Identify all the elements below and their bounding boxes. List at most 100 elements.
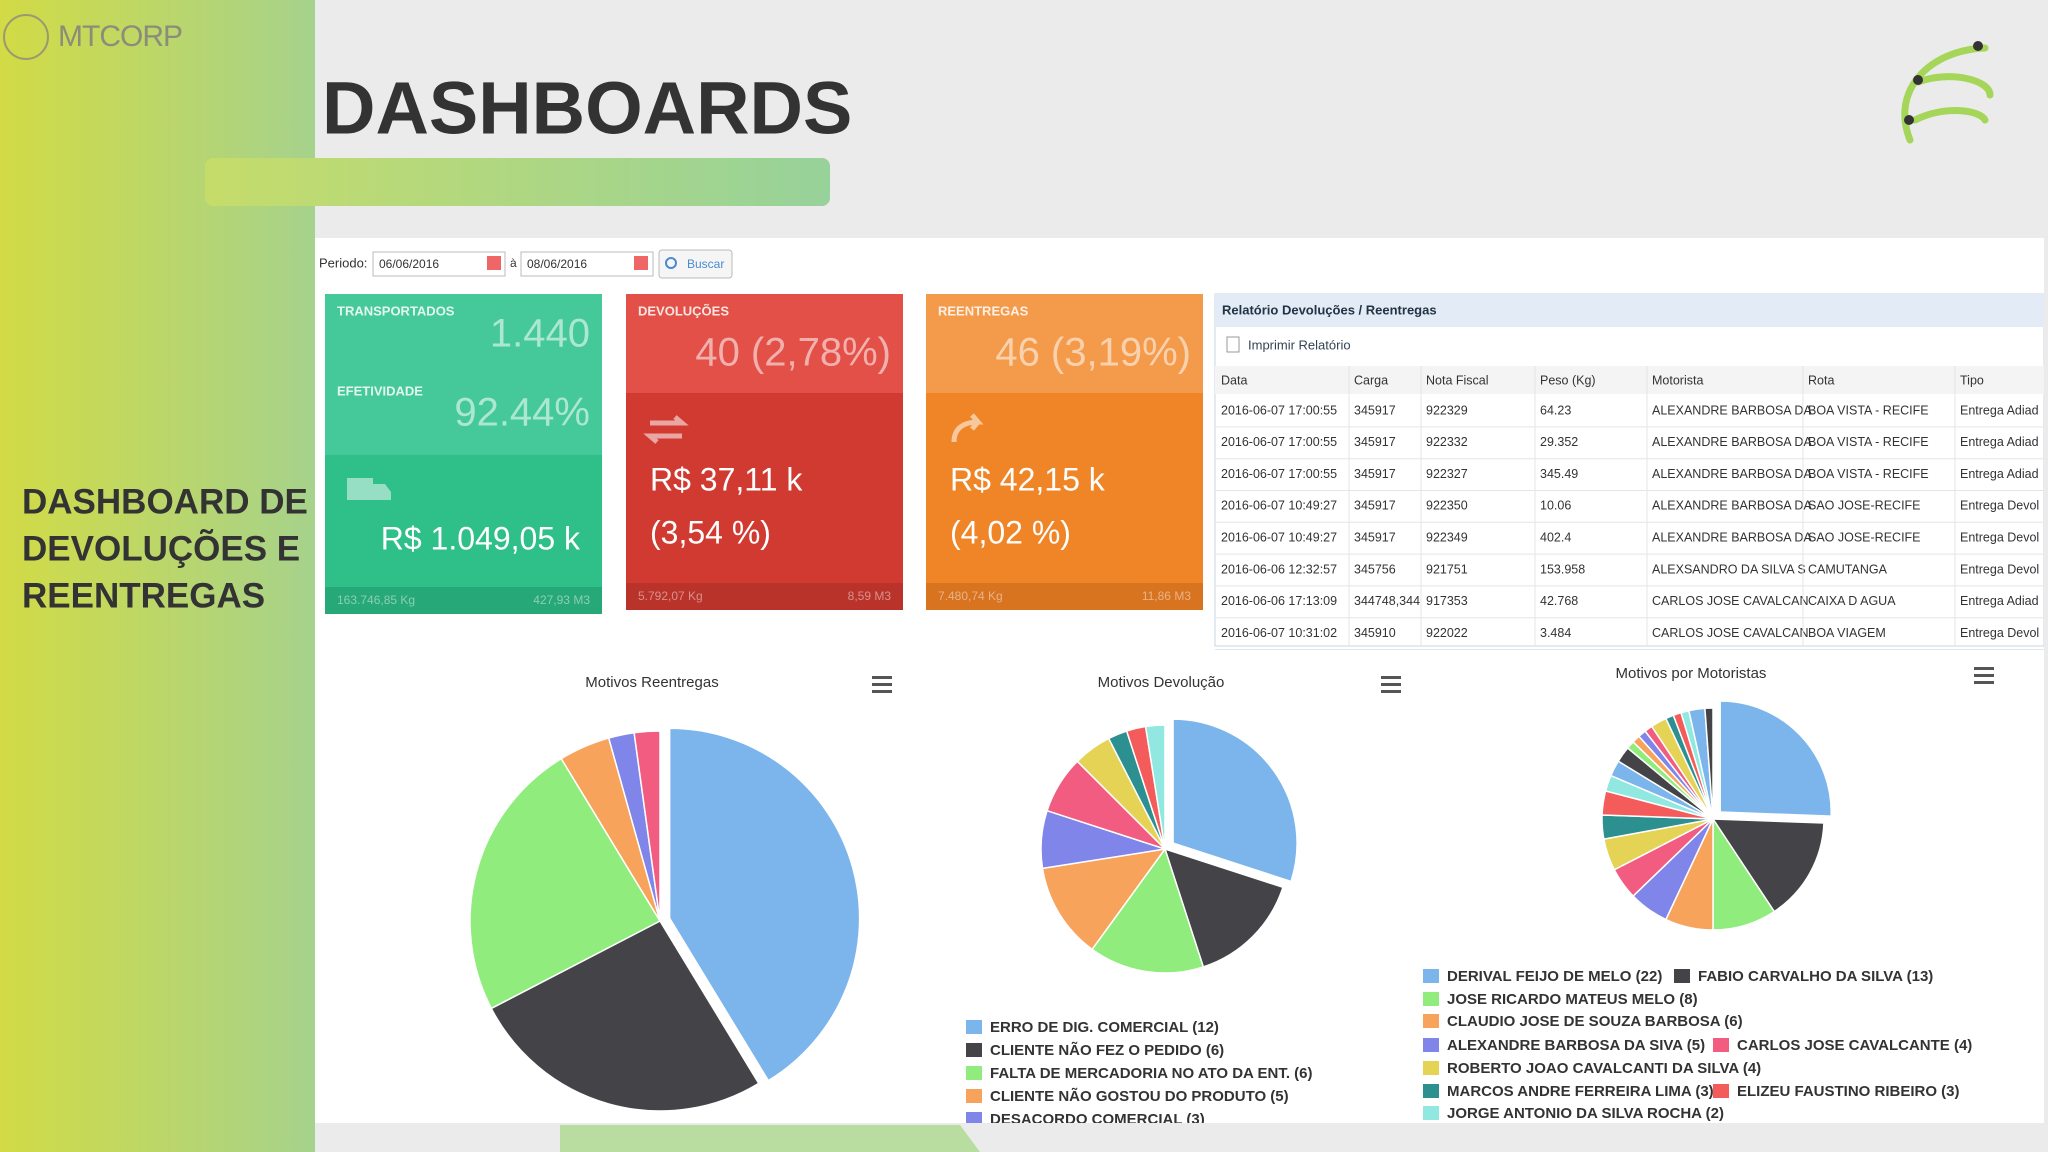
card-icon <box>643 415 689 444</box>
table-cell: 922350 <box>1426 499 1468 513</box>
table-cell: BOA VIAGEM <box>1808 626 1886 640</box>
date-input[interactable] <box>520 251 654 277</box>
card-value: 46 (3,19%) <box>995 331 1191 375</box>
search-icon <box>665 257 677 269</box>
table-cell: Entrega Devol <box>1960 562 2039 576</box>
legend-label: JORGE ANTONIO DA SILVA ROCHA (2) <box>1447 1105 1724 1122</box>
card-volume: 8,59 M3 <box>848 589 892 603</box>
table-cell: 2016-06-07 17:00:55 <box>1221 403 1337 417</box>
legend-swatch <box>1713 1084 1729 1098</box>
legend-label: JOSE RICARDO MATEUS MELO (8) <box>1447 991 1698 1008</box>
column-header: Data <box>1221 373 1247 387</box>
search-label: Buscar <box>687 257 724 271</box>
table-cell: 2016-06-07 10:49:27 <box>1221 530 1337 544</box>
table-cell: CAIXA D AGUA <box>1808 594 1896 608</box>
card-label: REENTREGAS <box>938 303 1029 318</box>
table-cell: 345917 <box>1354 435 1396 449</box>
table-cell: CAMUTANGA <box>1808 562 1888 576</box>
legend-label: ERRO DE DIG. COMERCIAL (12) <box>990 1019 1219 1036</box>
table-cell: 922329 <box>1426 403 1468 417</box>
legend-label: CLIENTE NÃO FEZ O PEDIDO (6) <box>990 1041 1224 1059</box>
dashboard: Periodo: 06/06/2016 à 08/06/2016 Buscar … <box>315 238 2044 1128</box>
legend-swatch <box>966 1089 982 1103</box>
table-cell: BOA VISTA - RECIFE <box>1808 435 1929 449</box>
table-cell: BOA VISTA - RECIFE <box>1808 403 1929 417</box>
table-cell: ALEXSANDRO DA SILVA S <box>1652 562 1806 576</box>
card-weight: 5.792,07 Kg <box>638 589 703 603</box>
sidebar-text: DEVOLUÇÕES E <box>22 528 300 568</box>
legend-swatch <box>966 1112 982 1123</box>
table-cell: 922327 <box>1426 467 1468 481</box>
legend-label: ALEXANDRE BARBOSA DA SIVA (5) <box>1447 1037 1705 1054</box>
legend-label: CLIENTE NÃO GOSTOU DO PRODUTO (5) <box>990 1087 1289 1105</box>
card-footer <box>926 583 1203 610</box>
table-header <box>1215 366 2044 394</box>
calendar-icon[interactable] <box>634 256 648 270</box>
table-cell: 2016-06-07 17:00:55 <box>1221 467 1337 481</box>
pie-slice <box>469 757 662 1010</box>
chart-title: Motivos Devolução <box>1098 674 1225 691</box>
table-cell: 921751 <box>1426 562 1468 576</box>
legend-swatch <box>1423 1084 1439 1098</box>
card-label: EFETIVIDADE <box>337 383 423 398</box>
logo-text: MTCORP <box>58 20 182 53</box>
print-link[interactable]: Imprimir Relatório <box>1248 337 1351 352</box>
table-cell: 2016-06-06 17:13:09 <box>1221 594 1337 608</box>
table-cell: SAO JOSE-RECIFE <box>1808 499 1921 513</box>
table-cell: 29.352 <box>1540 435 1578 449</box>
table-cell: 917353 <box>1426 594 1468 608</box>
pie-slice <box>1172 718 1298 883</box>
legend-label: FALTA DE MERCADORIA NO ATO DA ENT. (6) <box>990 1065 1313 1082</box>
print-icon <box>1226 336 1240 353</box>
table-cell: Entrega Adiad <box>1960 594 2039 608</box>
card-weight: 7.480,74 Kg <box>938 589 1003 603</box>
column-header: Peso (Kg) <box>1540 373 1596 387</box>
table-cell: Entrega Adiad <box>1960 403 2039 417</box>
table-cell: 344748,344 <box>1354 594 1420 608</box>
report-header <box>1215 294 2044 327</box>
table-cell: Entrega Devol <box>1960 499 2039 513</box>
sidebar-text: DASHBOARD DE <box>22 482 308 521</box>
pie-slice <box>668 727 861 1082</box>
card-amount: R$ 37,11 k <box>650 461 803 497</box>
table-cell: 345756 <box>1354 562 1396 576</box>
decor <box>560 1125 980 1152</box>
legend-label: CLAUDIO JOSE DE SOUZA BARBOSA (6) <box>1447 1013 1743 1030</box>
brand-mark <box>1901 41 1994 144</box>
table-cell: Entrega Adiad <box>1960 435 2039 449</box>
page-title: DASHBOARDS <box>322 67 852 150</box>
sidebar-text: REENTREGAS <box>22 576 265 615</box>
date-input[interactable] <box>372 251 506 277</box>
truck-icon <box>347 478 391 500</box>
table-cell: 402.4 <box>1540 530 1571 544</box>
menu-icon <box>872 690 892 693</box>
table-cell: 2016-06-07 10:31:02 <box>1221 626 1337 640</box>
calendar-icon[interactable] <box>487 256 501 270</box>
card-weight: 163.746,85 Kg <box>337 593 415 607</box>
column-header: Tipo <box>1960 373 1984 387</box>
table-cell: 2016-06-07 17:00:55 <box>1221 435 1337 449</box>
pie-slice <box>490 920 760 1112</box>
card-volume: 11,86 M3 <box>1142 589 1191 603</box>
card-top <box>926 294 1203 393</box>
table-cell: CARLOS JOSE CAVALCAN <box>1652 626 1809 640</box>
table-cell: 3.484 <box>1540 626 1571 640</box>
table-cell: 922349 <box>1426 530 1468 544</box>
table-cell: 345917 <box>1354 403 1396 417</box>
legend-label: DESACORDO COMERCIAL (3) <box>990 1111 1205 1128</box>
search-button[interactable] <box>658 249 733 279</box>
legend-label: CARLOS JOSE CAVALCANTE (4) <box>1737 1037 1972 1054</box>
card-value: 1.440 <box>490 312 590 356</box>
card-value: 92.44% <box>454 391 590 435</box>
legend-swatch <box>1674 969 1690 983</box>
table-cell: Entrega Devol <box>1960 530 2039 544</box>
card-top <box>626 294 903 393</box>
pie-slice <box>1091 847 1205 974</box>
pie-slice <box>1041 847 1167 951</box>
card-footer <box>626 583 903 610</box>
table-cell: 153.958 <box>1540 562 1585 576</box>
column-header: Motorista <box>1652 373 1703 387</box>
filter-separator: à <box>510 256 517 270</box>
pie-slice <box>1704 707 1714 820</box>
table-cell: 42.768 <box>1540 594 1578 608</box>
